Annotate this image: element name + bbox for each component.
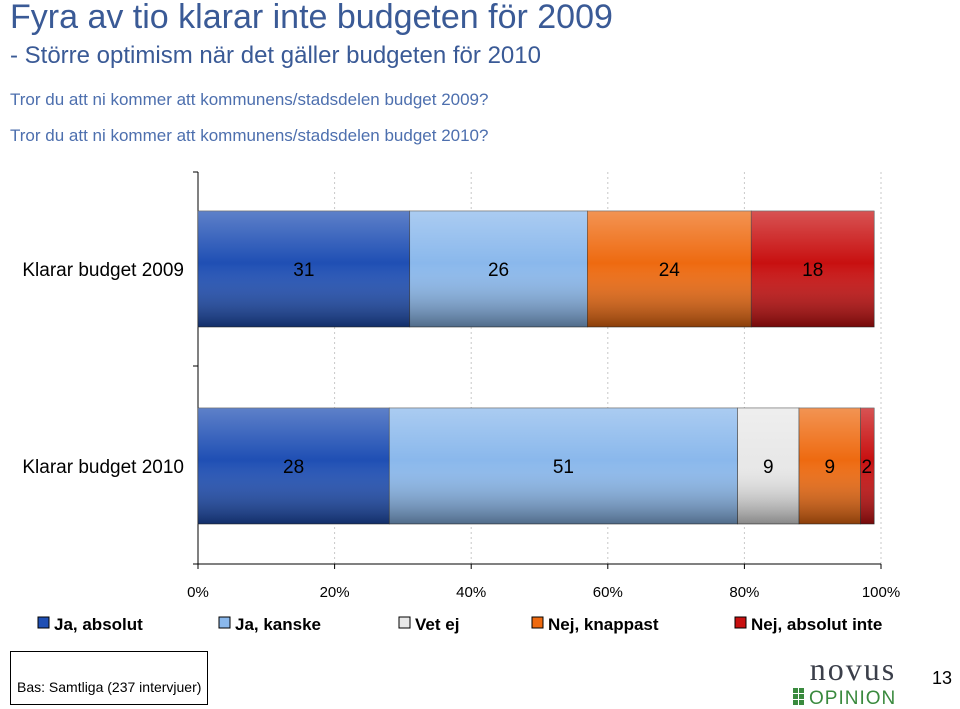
legend-label: Nej, knappast <box>548 615 659 634</box>
stacked-bar-chart: 0% 20% 40% 60% 80% 100% Klarar budget 2009 31 26… <box>22 171 900 634</box>
legend-swatch <box>531 616 544 629</box>
bar-segment-shade <box>409 211 588 327</box>
legend-label: Ja, kanske <box>235 615 321 634</box>
bar-segment-shade <box>860 408 875 524</box>
x-tick-label: 100% <box>862 584 900 601</box>
logo-dot-3 <box>793 694 798 699</box>
novus-opinion-logo: novus OPINION <box>793 654 896 706</box>
legend-label: Vet ej <box>415 615 459 634</box>
legend-swatch <box>734 616 747 629</box>
bar-segment-shade <box>389 408 738 524</box>
legend-swatch <box>37 616 50 629</box>
legend-swatch <box>218 616 231 629</box>
data-label: 24 <box>659 260 681 281</box>
page-subtitle: - Större optimism när det gäller budgete… <box>10 42 541 69</box>
legend-label: Nej, absolut inte <box>751 615 882 634</box>
bar-segment-shade <box>799 408 861 524</box>
data-label: 9 <box>824 457 835 478</box>
x-tick-label: 80% <box>729 584 759 601</box>
base-note: Bas: Samtliga (237 intervjuer) <box>17 679 202 695</box>
data-label: 31 <box>293 260 314 281</box>
data-label: 26 <box>488 260 509 281</box>
bar-segment-shade <box>751 211 875 327</box>
logo-top-text: novus <box>810 654 896 687</box>
x-tick-label: 40% <box>456 584 486 601</box>
question-2009: Tror du att ni kommer att kommunens/stad… <box>10 90 489 109</box>
data-label: 18 <box>802 260 823 281</box>
x-tick-label: 20% <box>320 584 350 601</box>
logo-dot-1 <box>793 688 798 693</box>
category-label: Klarar budget 2010 <box>22 457 184 478</box>
bar-segment-shade <box>737 408 800 524</box>
page-title: Fyra av tio klarar inte budgeten för 200… <box>10 0 613 36</box>
x-tick-label: 0% <box>187 584 209 601</box>
question-2010: Tror du att ni kommer att kommunens/stad… <box>10 126 489 145</box>
legend-label: Ja, absolut <box>54 615 143 634</box>
labels: 0% 20% 40% 60% 80% 100% Klarar budget 2009 31 26… <box>22 260 900 601</box>
data-label: 2 <box>862 457 873 478</box>
logo-dot-4 <box>799 694 804 699</box>
data-label: 28 <box>283 457 304 478</box>
x-tick-label: 60% <box>593 584 623 601</box>
page-number: 13 <box>932 668 953 688</box>
category-label: Klarar budget 2009 <box>22 260 184 281</box>
logo-bottom-text: OPINION <box>809 688 896 706</box>
logo-dot-2 <box>799 688 804 693</box>
base-note-box: Bas: Samtliga (237 intervjuer) <box>10 651 208 705</box>
bar-segment-shade <box>587 211 752 327</box>
logo-dot-6 <box>799 700 804 705</box>
bars <box>197 210 875 525</box>
data-label: 51 <box>553 457 574 478</box>
legend: Ja, absolut Ja, kanske Vet ej Nej, knappast… <box>37 615 882 634</box>
bar-segment-shade <box>198 211 410 327</box>
logo-dot-5 <box>793 700 798 705</box>
legend-swatch <box>398 616 411 629</box>
data-label: 9 <box>763 457 774 478</box>
bar-segment-shade <box>198 408 390 524</box>
